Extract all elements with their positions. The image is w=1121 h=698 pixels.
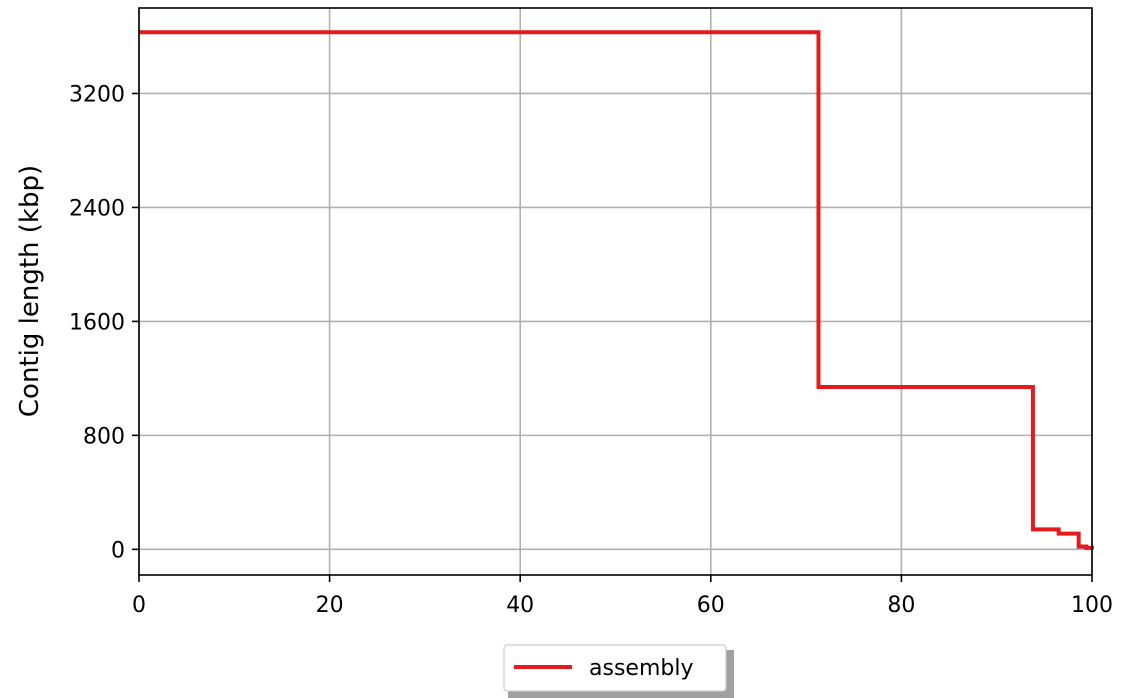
ticks: 0 20 40 60 80 100 0 800 1600 2400 3200 — [69, 82, 1113, 618]
grid — [138, 8, 1093, 575]
y-tick-label: 3200 — [69, 82, 125, 107]
x-tick-label: 40 — [506, 593, 534, 618]
y-axis-label: Contig length (kbp) — [15, 165, 45, 417]
legend-box — [503, 644, 727, 692]
legend: assembly — [503, 644, 734, 698]
x-tick-label: 20 — [316, 593, 344, 618]
y-tick-label: 800 — [83, 424, 125, 449]
y-tick-label: 0 — [111, 538, 125, 563]
y-tick-label: 2400 — [69, 196, 125, 221]
plot-frame — [138, 7, 1093, 576]
x-tick-label: 100 — [1071, 593, 1113, 618]
series-layer — [139, 30, 1094, 550]
x-tick-label: 60 — [697, 593, 725, 618]
x-tick-label: 0 — [132, 593, 146, 618]
series-line-assembly — [139, 30, 1094, 550]
legend-label-assembly: assembly — [589, 656, 693, 681]
y-tick-label: 1600 — [69, 310, 125, 335]
x-tick-label: 80 — [887, 593, 915, 618]
